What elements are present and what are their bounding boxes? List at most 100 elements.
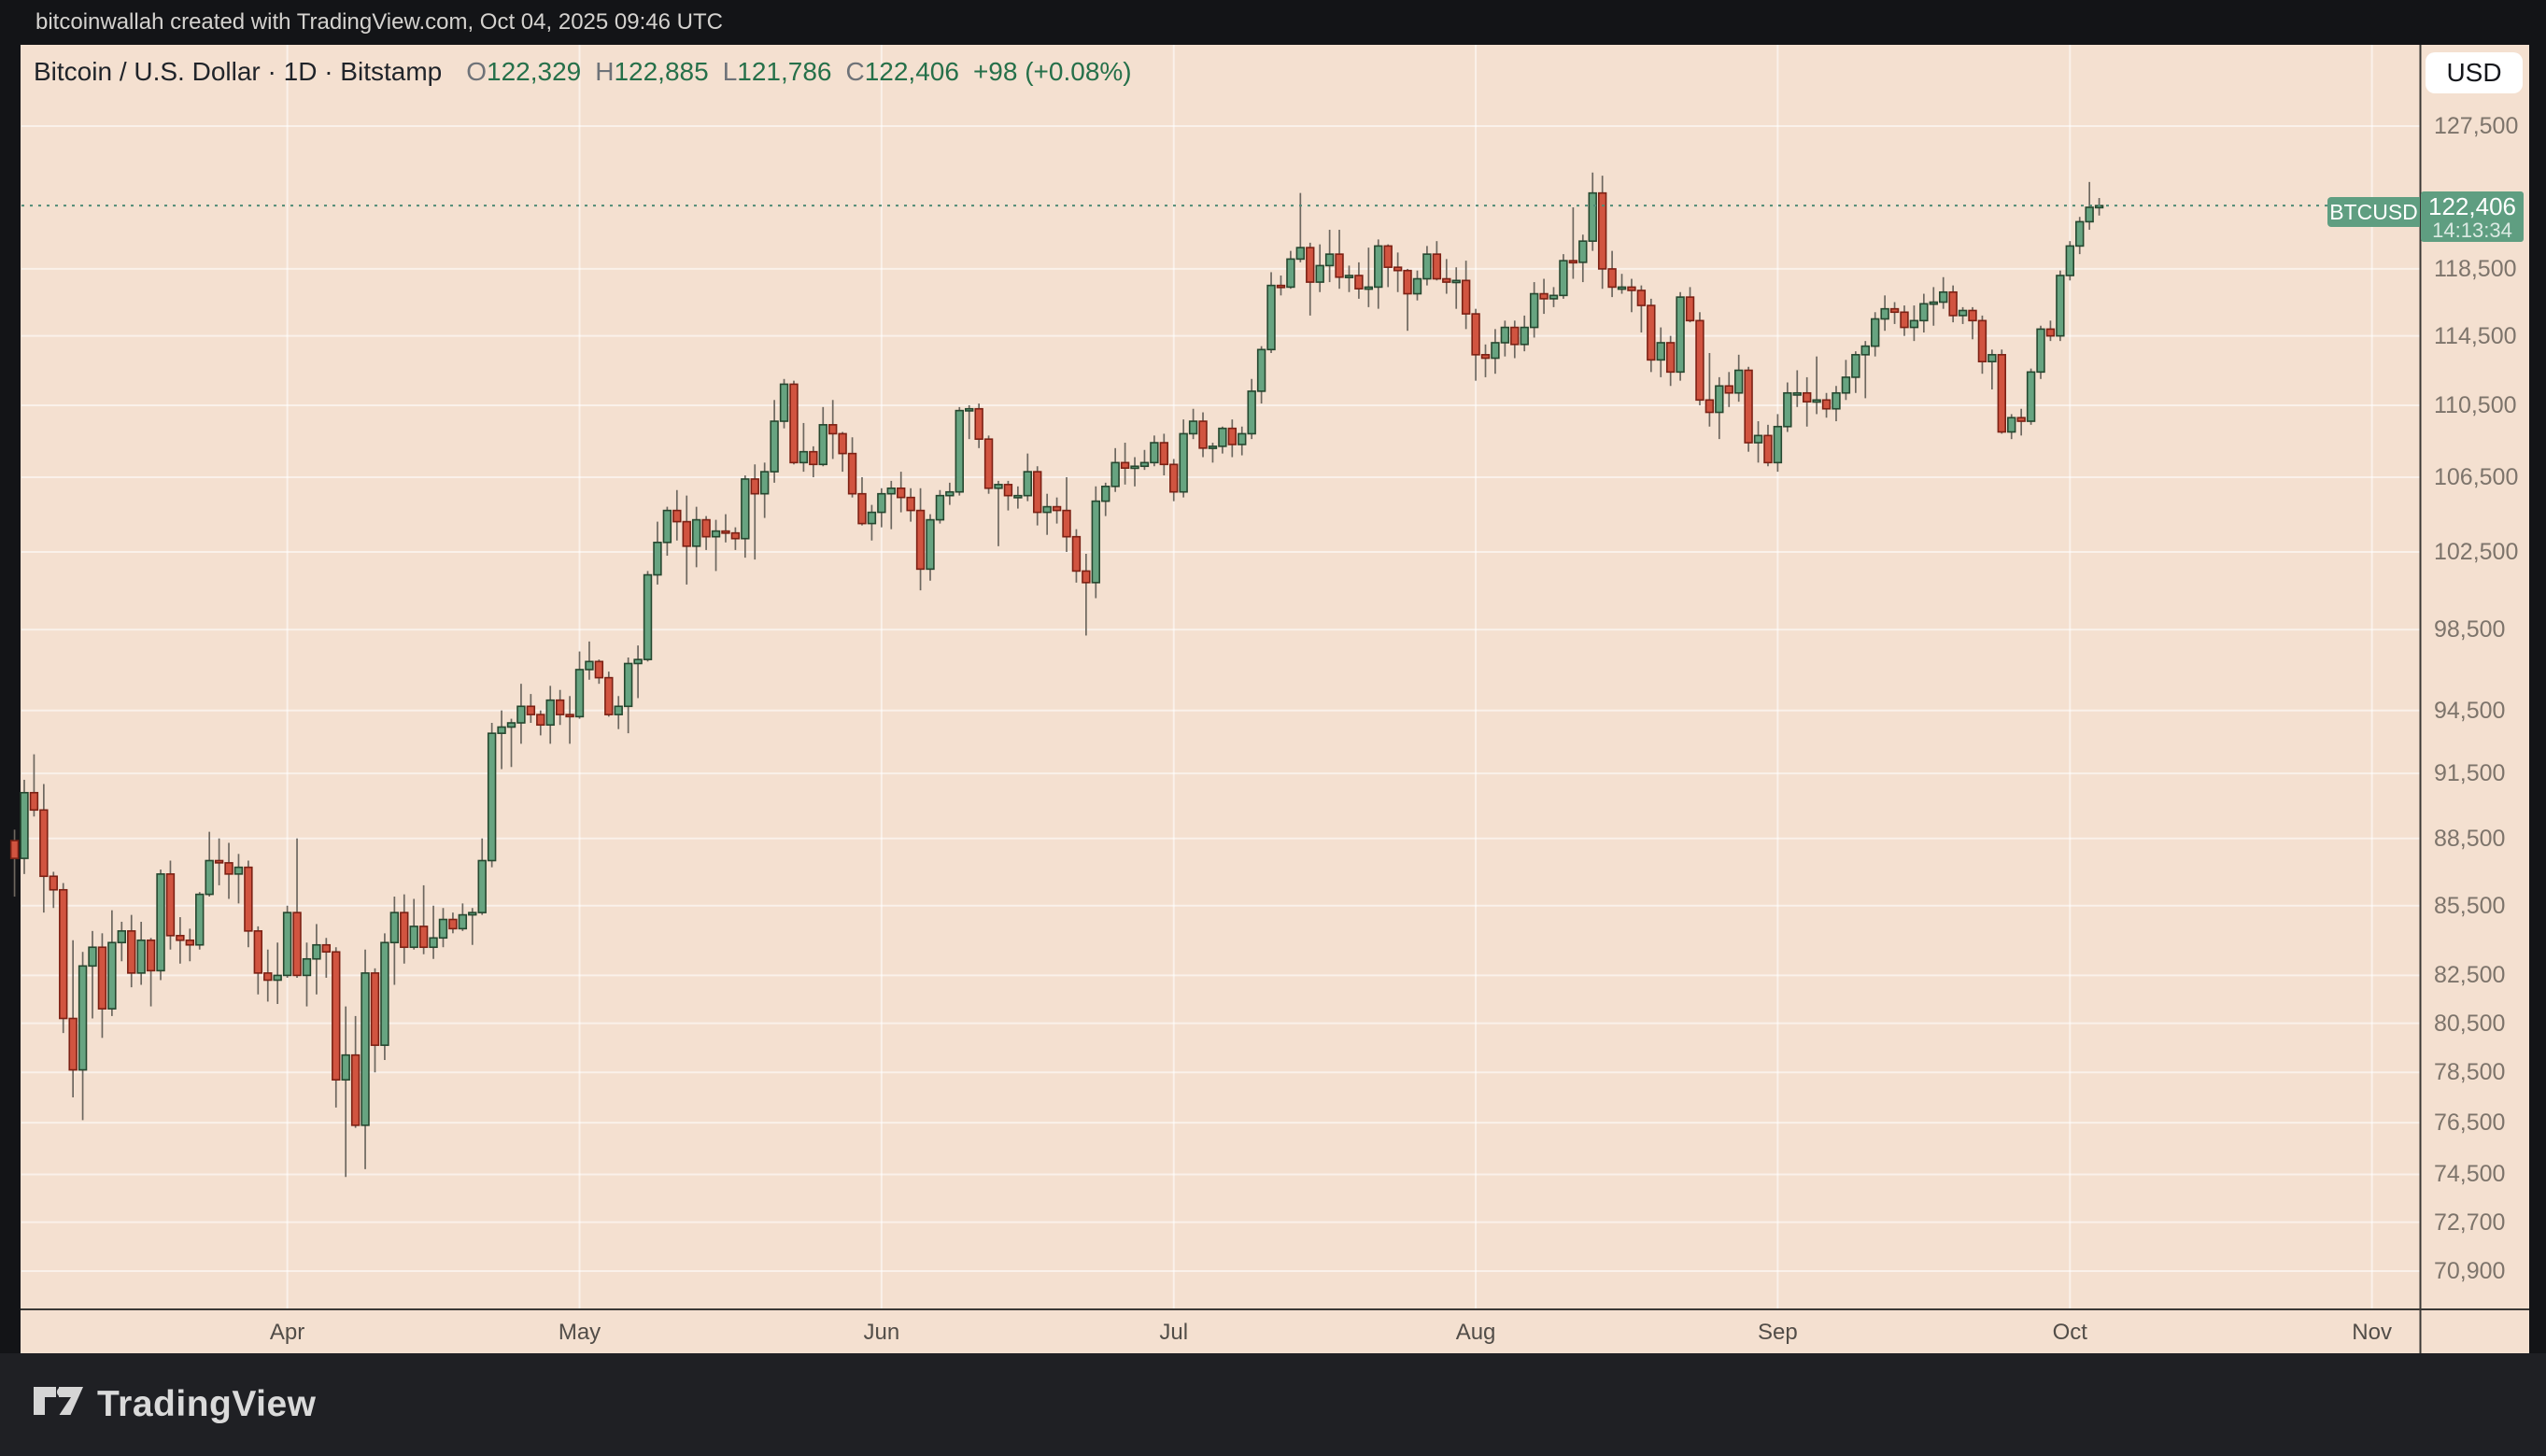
candle-body [915, 509, 926, 571]
chart-legend: Bitcoin / U.S. Dollar · 1D · Bitstamp O … [34, 45, 1132, 99]
candle-body [1860, 345, 1870, 356]
time-tick-label: Oct [2052, 1320, 2087, 1345]
candle-body [1802, 391, 1812, 403]
candle-body [614, 705, 623, 715]
candle-body [497, 726, 506, 734]
candle-body [1169, 463, 1179, 493]
candle-body [350, 1053, 361, 1126]
candle-body [1685, 296, 1695, 322]
candle-body [759, 471, 770, 495]
tradingview-wordmark[interactable]: TradingView [97, 1384, 317, 1424]
candle-body [400, 912, 409, 949]
candle-body [1889, 307, 1900, 314]
candle-body [1977, 319, 1987, 363]
candle-body [935, 494, 945, 521]
candle-body [750, 478, 759, 495]
open-label: O [466, 57, 488, 86]
candle-body [886, 487, 896, 495]
candle-body [672, 509, 682, 523]
candle-body [662, 509, 672, 544]
price-tick-label: 114,500 [2434, 322, 2517, 349]
candle-body [1091, 500, 1101, 584]
candle-body [1256, 348, 1266, 392]
candle-body [1247, 390, 1256, 435]
candle-body [29, 791, 39, 812]
candle-body [1724, 385, 1733, 394]
candle-body [838, 432, 847, 455]
candle-body [721, 530, 730, 534]
candle-body [827, 424, 838, 435]
attribution-text: bitcoinwallah created with TradingView.c… [35, 9, 723, 35]
candle-body [1306, 247, 1315, 283]
candle-body [146, 939, 156, 972]
candle-body [1461, 279, 1471, 315]
candle-body [1871, 318, 1880, 347]
candle-body [39, 809, 49, 878]
candle-body [117, 930, 127, 944]
candle-body [49, 875, 58, 891]
candle-body [1773, 425, 1783, 464]
candle-body [1568, 260, 1578, 264]
candle-body [1733, 369, 1744, 394]
candle-body [1500, 326, 1510, 344]
last-price-symbol-tag: BTCUSD [2327, 197, 2420, 228]
symbol-title[interactable]: Bitcoin / U.S. Dollar · 1D · Bitstamp [34, 57, 443, 86]
open-value: 122,329 [487, 57, 582, 86]
candle-body [1909, 319, 1919, 329]
candle-body [604, 676, 614, 715]
candle-body [1159, 442, 1169, 466]
candle-body [1812, 399, 1821, 403]
price-tick-label: 82,500 [2434, 962, 2506, 989]
tradingview-logo-icon[interactable] [34, 1386, 84, 1423]
candle-body [107, 941, 117, 1010]
candle-body [682, 520, 691, 547]
candle-body [711, 530, 721, 538]
candle-body [1520, 326, 1529, 346]
candle-body [1023, 471, 1032, 497]
candle-body [945, 490, 955, 497]
chart-canvas[interactable] [21, 45, 2529, 1353]
candle-body [1179, 432, 1188, 493]
candle-body [1549, 294, 1559, 300]
candle-body [1559, 260, 1568, 297]
candle-body [1997, 354, 2006, 433]
candle-body [156, 873, 165, 972]
candle-body [1208, 445, 1218, 449]
candle-body [1139, 461, 1150, 468]
candle-body [59, 888, 68, 1020]
price-tick-label: 72,700 [2434, 1209, 2506, 1236]
candle-body [2065, 245, 2074, 276]
candle-body [1354, 275, 1364, 290]
close-label: C [845, 57, 865, 86]
candle-body [1821, 399, 1832, 410]
candle-body [536, 714, 545, 727]
candle-body [370, 972, 380, 1046]
candle-body [1704, 399, 1715, 414]
candle-body [741, 478, 750, 540]
candle-body [127, 930, 136, 974]
candle-body [1451, 279, 1461, 284]
price-tick-label: 106,500 [2434, 463, 2519, 490]
candle-body [418, 926, 429, 949]
candle-body [185, 939, 195, 946]
price-tick-label: 88,500 [2434, 825, 2506, 852]
candle-body [97, 946, 107, 1010]
candle-body [1042, 505, 1052, 514]
candle-body [506, 722, 516, 728]
candle-body [2016, 417, 2026, 422]
time-tick-label: Jul [1159, 1320, 1189, 1345]
currency-toggle-button[interactable]: USD [2426, 52, 2523, 93]
price-tick-label: 102,500 [2434, 538, 2519, 565]
candle-body [565, 714, 574, 718]
candle-body [1218, 427, 1227, 447]
time-tick-label: Jun [863, 1320, 900, 1345]
candle-body [1510, 326, 1520, 346]
price-tick-label: 98,500 [2434, 616, 2506, 643]
candle-body [1383, 245, 1393, 268]
candle-body [1480, 354, 1491, 360]
candle-body [341, 1053, 350, 1081]
candle-body [312, 943, 321, 960]
grid-lines [21, 45, 2420, 1309]
candle-body [1013, 494, 1023, 499]
change-value: +98 (+0.08%) [972, 57, 1132, 86]
